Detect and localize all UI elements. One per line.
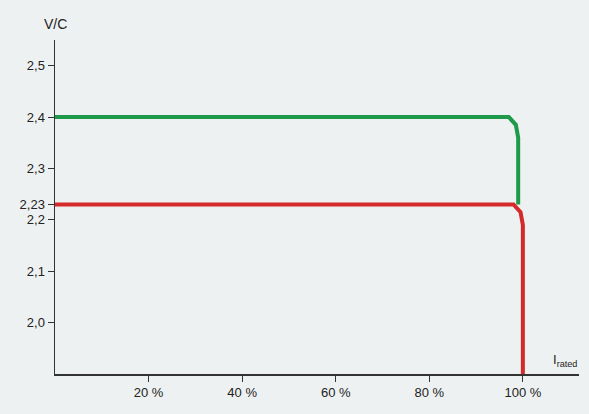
svg-text:I​rated​: I​rated​: [553, 352, 577, 369]
svg-text:100 %: 100 %: [504, 385, 541, 400]
svg-text:2,23: 2,23: [20, 197, 45, 212]
svg-text:80 %: 80 %: [414, 385, 444, 400]
svg-text:2,0: 2,0: [27, 315, 45, 330]
svg-text:2,5: 2,5: [27, 58, 45, 73]
svg-text:2,2: 2,2: [27, 212, 45, 227]
svg-text:20 %: 20 %: [134, 385, 164, 400]
svg-text:2,1: 2,1: [27, 264, 45, 279]
svg-text:2,4: 2,4: [27, 110, 45, 125]
svg-text:V/C: V/C: [44, 16, 67, 32]
svg-text:60 %: 60 %: [321, 385, 351, 400]
svg-text:40 %: 40 %: [227, 385, 257, 400]
svg-text:2,3: 2,3: [27, 161, 45, 176]
